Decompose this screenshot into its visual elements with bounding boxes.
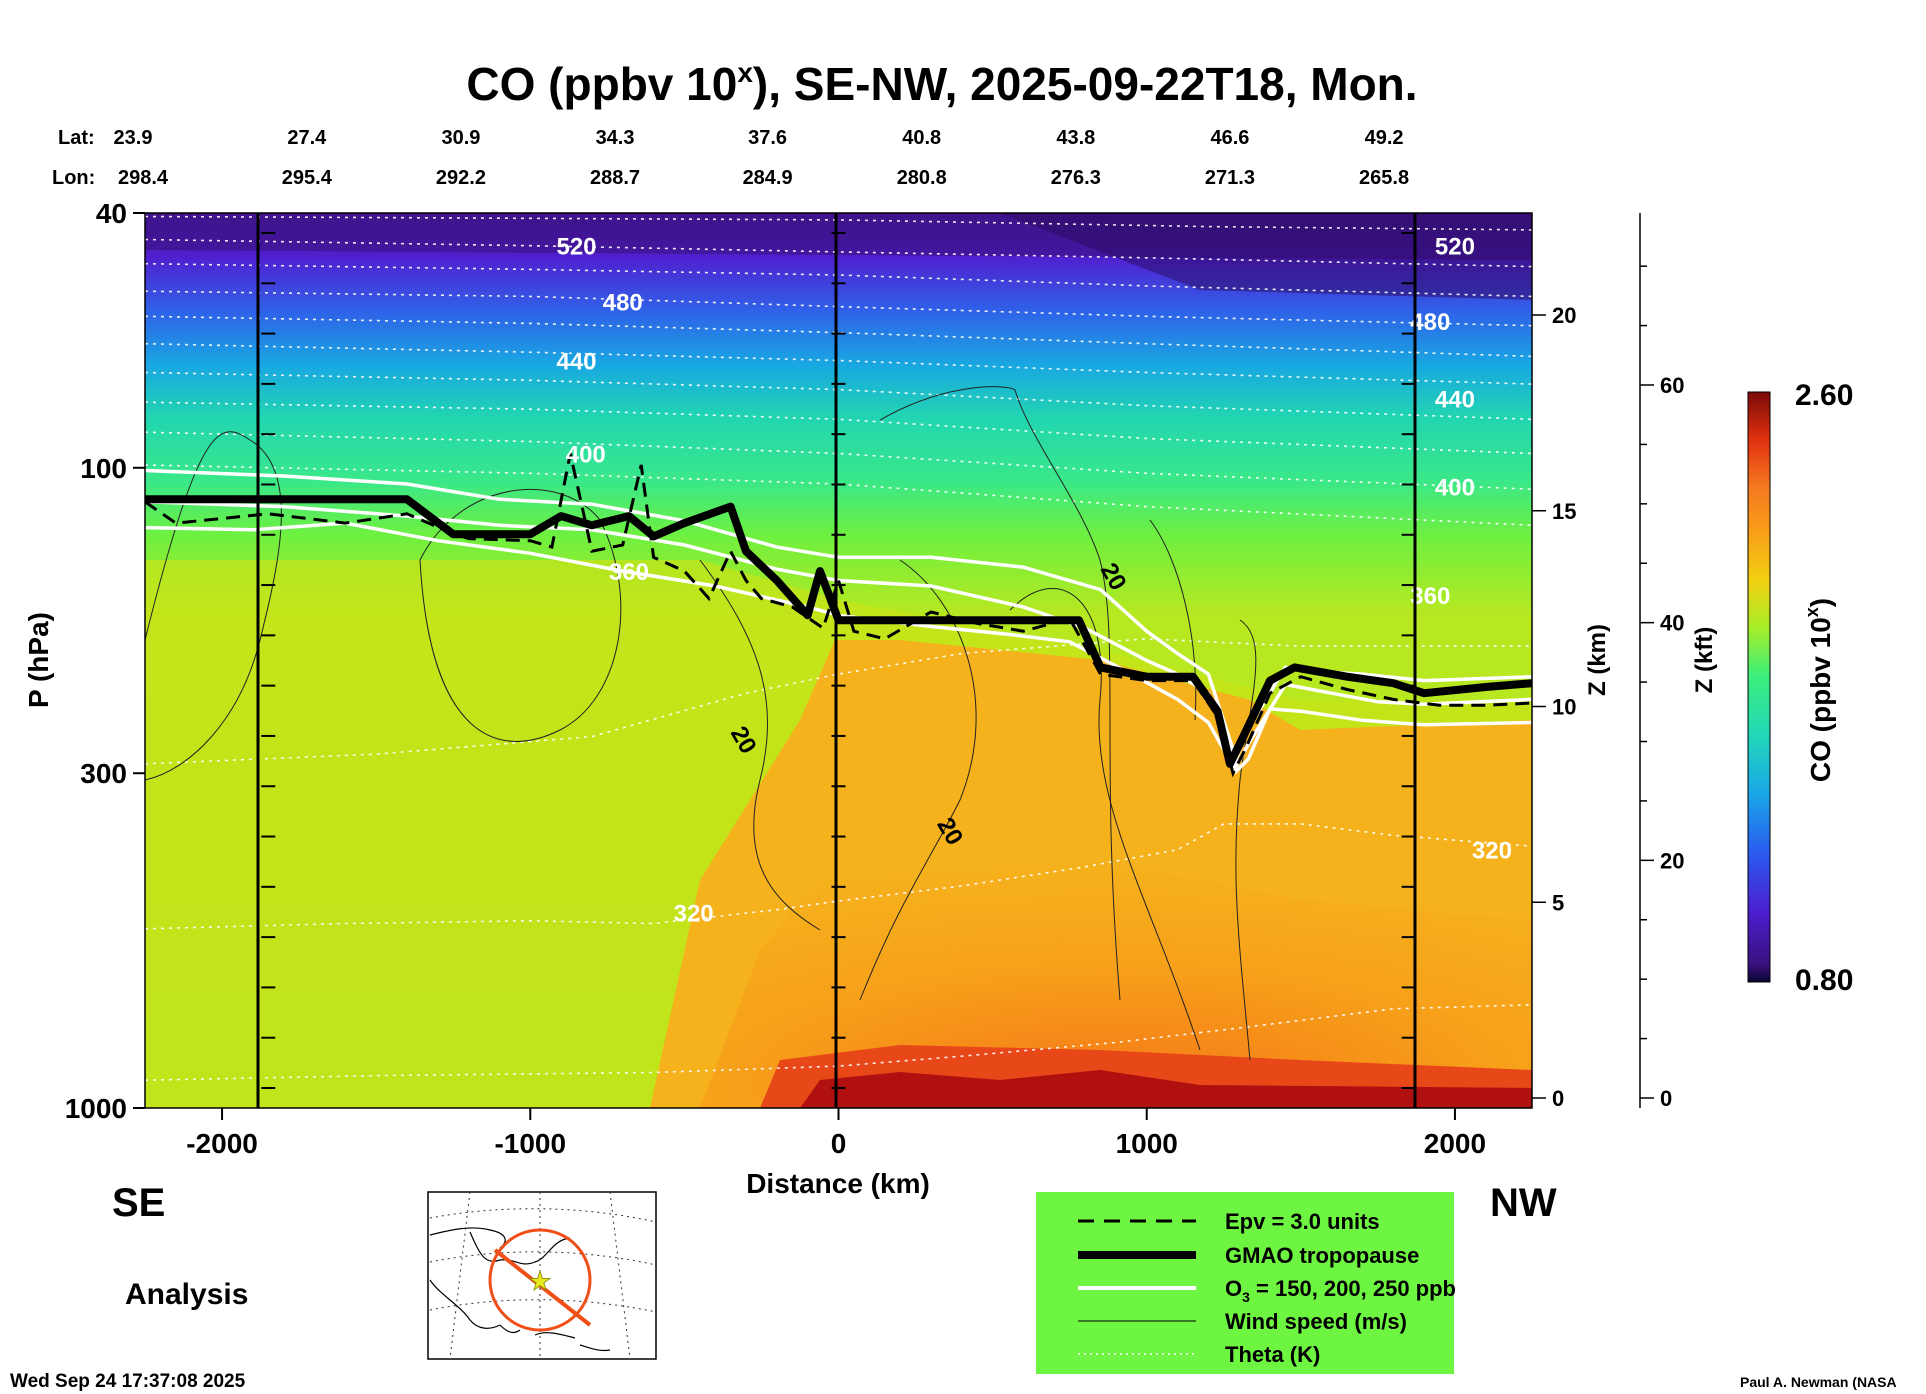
z-kft-axis: 0 20 40 60 bbox=[1639, 213, 1684, 1111]
lon-value: 271.3 bbox=[1205, 167, 1255, 189]
theta-label: 520 bbox=[1435, 234, 1475, 261]
theta-label: 400 bbox=[566, 442, 606, 469]
colorbar-label: CO (ppbv 10x) bbox=[1802, 598, 1836, 782]
theta-label: 520 bbox=[556, 234, 596, 261]
o3-line bbox=[145, 521, 1532, 775]
lon-value: 284.9 bbox=[743, 167, 793, 189]
z-kft-label: Z (kft) bbox=[1691, 627, 1718, 694]
z-km-tick-label: 15 bbox=[1552, 499, 1576, 524]
theta-label: 440 bbox=[1435, 387, 1475, 414]
marker-lines bbox=[256, 213, 1417, 1108]
co-field bbox=[145, 213, 1532, 1108]
x-tick-label: 2000 bbox=[1424, 1128, 1486, 1159]
lat-value: 40.8 bbox=[902, 127, 941, 149]
lat-value: 30.9 bbox=[441, 127, 480, 149]
lat-value: 23.9 bbox=[114, 127, 153, 149]
legend-wind: Wind speed (m/s) bbox=[1225, 1309, 1407, 1334]
theta-labels: 520 480 440 400 360 320 520 480 440 400 360 320 bbox=[556, 234, 1511, 928]
lon-value: 288.7 bbox=[590, 167, 640, 189]
lat-value: 46.6 bbox=[1210, 127, 1249, 149]
lon-label: Lon: bbox=[52, 167, 95, 189]
x-tick-label: -2000 bbox=[186, 1128, 258, 1159]
x-axis-label: Distance (km) bbox=[746, 1168, 930, 1199]
theta-line bbox=[145, 262, 1532, 298]
legend-theta: Theta (K) bbox=[1225, 1342, 1320, 1367]
colorbar-max: 2.60 bbox=[1795, 379, 1853, 412]
se-label: SE bbox=[112, 1181, 165, 1225]
lon-value: 280.8 bbox=[897, 167, 947, 189]
theta-line bbox=[145, 342, 1532, 385]
theta-label: 360 bbox=[609, 559, 649, 586]
cross-section-circle-icon bbox=[488, 1228, 592, 1332]
wind-speed-contours bbox=[145, 386, 1257, 1061]
y-axis-label: P (hPa) bbox=[23, 612, 54, 708]
lat-label: Lat: bbox=[58, 127, 95, 149]
z-km-label: Z (km) bbox=[1584, 624, 1611, 696]
z-kft-tick-label: 60 bbox=[1660, 373, 1684, 398]
y-axis-ticks: 40 100 300 1000 bbox=[65, 198, 145, 1124]
lon-value: 276.3 bbox=[1051, 167, 1101, 189]
theta-label: 440 bbox=[556, 349, 596, 376]
theta-label: 400 bbox=[1435, 475, 1475, 502]
legend-o3: O3 = 150, 200, 250 ppb bbox=[1225, 1276, 1456, 1305]
x-tick-label: 1000 bbox=[1116, 1128, 1178, 1159]
lon-value: 298.4 bbox=[118, 167, 169, 189]
theta-label: 360 bbox=[1410, 583, 1450, 610]
theta-label: 320 bbox=[674, 900, 714, 927]
theta-line bbox=[145, 315, 1532, 358]
theta-line bbox=[145, 1004, 1532, 1081]
lat-value: 49.2 bbox=[1365, 127, 1404, 149]
legend-epv: Epv = 3.0 units bbox=[1225, 1209, 1380, 1234]
lat-lon-header: Lat: Lon: 23.9 298.4 27.4 295.4 30.9 292.2 34.3 2… bbox=[52, 127, 1409, 189]
lat-value: 43.8 bbox=[1056, 127, 1095, 149]
theta-label: 320 bbox=[1472, 838, 1512, 865]
colorbar bbox=[1747, 391, 1771, 983]
lat-value: 27.4 bbox=[287, 127, 327, 149]
colorbar-min: 0.80 bbox=[1795, 964, 1853, 997]
y-tick-label: 300 bbox=[80, 758, 127, 789]
map-inset: ★ bbox=[427, 1191, 657, 1360]
z-km-tick-label: 5 bbox=[1552, 890, 1564, 915]
x-tick-label: 0 bbox=[831, 1128, 847, 1159]
theta-label: 480 bbox=[603, 290, 643, 317]
z-km-tick-label: 20 bbox=[1552, 303, 1576, 328]
gmao-tropopause-line bbox=[145, 495, 1532, 768]
z-kft-tick-label: 40 bbox=[1660, 611, 1684, 636]
y-tick-label: 40 bbox=[96, 198, 127, 229]
z-kft-tick-label: 0 bbox=[1660, 1086, 1672, 1111]
y-tick-label: 100 bbox=[80, 453, 127, 484]
marker-ticks bbox=[261, 232, 1416, 1089]
z-km-tick-label: 0 bbox=[1552, 1086, 1564, 1111]
chart-title: CO (ppbv 10x), SE-NW, 2025-09-22T18, Mon… bbox=[466, 57, 1417, 110]
theta-label: 480 bbox=[1410, 309, 1450, 336]
theta-line bbox=[145, 371, 1532, 421]
lon-value: 265.8 bbox=[1359, 167, 1409, 189]
theta-line bbox=[145, 238, 1532, 268]
z-km-axis: 0 5 10 15 20 bbox=[1532, 303, 1576, 1111]
legend: Epv = 3.0 units GMAO tropopause O3 = 150… bbox=[1036, 1192, 1456, 1374]
theta-contours bbox=[145, 215, 1532, 1081]
legend-tropopause: GMAO tropopause bbox=[1225, 1243, 1419, 1268]
location-star-icon: ★ bbox=[528, 1266, 551, 1296]
theta-line bbox=[145, 464, 1532, 527]
z-kft-tick-label: 20 bbox=[1660, 848, 1684, 873]
x-tick-label: -1000 bbox=[494, 1128, 566, 1159]
credit: Paul A. Newman (NASA bbox=[1740, 1374, 1897, 1390]
theta-line bbox=[145, 290, 1532, 327]
timestamp: Wed Sep 24 17:37:08 2025 bbox=[10, 1371, 246, 1392]
analysis-label: Analysis bbox=[125, 1278, 248, 1311]
z-km-tick-label: 10 bbox=[1552, 695, 1576, 720]
theta-line bbox=[145, 431, 1532, 490]
lat-value: 34.3 bbox=[596, 127, 635, 149]
tropopause-path bbox=[145, 495, 1532, 768]
y-tick-label: 1000 bbox=[65, 1093, 127, 1124]
x-axis-ticks: -2000 -1000 0 1000 2000 bbox=[186, 1108, 1486, 1159]
nw-label: NW bbox=[1490, 1181, 1557, 1225]
lat-value: 37.6 bbox=[748, 127, 787, 149]
lon-value: 295.4 bbox=[282, 167, 333, 189]
theta-line bbox=[145, 823, 1532, 930]
theta-line bbox=[145, 401, 1532, 455]
lon-value: 292.2 bbox=[436, 167, 486, 189]
